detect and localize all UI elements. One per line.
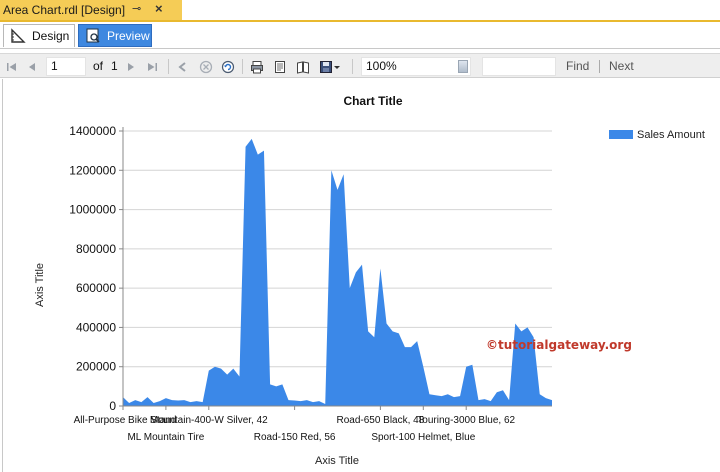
y-tick-label: 1400000 (69, 124, 116, 138)
zoom-value: 100% (366, 59, 397, 73)
document-tab-strip: Area Chart.rdl [Design] ⊸ × (0, 0, 720, 22)
y-axis-title: Axis Title (34, 263, 46, 307)
toolbar-separator (242, 59, 243, 74)
x-tick-label: Mountain-400-W Silver, 42 (150, 415, 268, 426)
y-tick-label: 1000000 (69, 203, 116, 217)
y-tick-label: 600000 (76, 281, 116, 295)
document-tab[interactable]: Area Chart.rdl [Design] ⊸ × (0, 0, 182, 20)
find-next-separator (599, 60, 600, 73)
design-ruler-icon (10, 28, 26, 44)
print-layout-icon[interactable] (272, 58, 288, 75)
chart-series-area (123, 138, 552, 407)
find-button[interactable]: Find (566, 59, 590, 73)
next-button[interactable]: Next (609, 59, 634, 73)
x-tick-label: Road-650 Black, 48 (336, 415, 424, 426)
y-tick-label: 800000 (76, 242, 116, 256)
total-pages: 1 (111, 59, 118, 73)
print-icon[interactable] (249, 58, 265, 75)
tab-preview-label: Preview (107, 28, 150, 43)
zoom-select[interactable]: 100% (361, 57, 471, 76)
first-page-icon[interactable] (5, 58, 19, 75)
page-setup-icon[interactable] (295, 58, 311, 75)
y-tick-label: 200000 (76, 360, 116, 374)
legend-swatch (609, 130, 633, 139)
stop-icon[interactable] (199, 58, 213, 75)
tab-design[interactable]: Design (3, 24, 75, 47)
x-tick-label: Sport-100 Helmet, Blue (371, 432, 475, 443)
document-tab-title: Area Chart.rdl [Design] (3, 3, 126, 17)
x-axis-ticks: All-Purpose Bike Stand ML Mountain Tire Mo… (74, 406, 516, 443)
chevron-down-icon[interactable] (458, 60, 468, 73)
chart-title: Chart Title (343, 94, 402, 108)
x-tick-label: ML Mountain Tire (127, 432, 204, 443)
toolbar-separator (352, 59, 353, 74)
next-page-icon[interactable] (124, 58, 138, 75)
preview-icon (85, 28, 101, 44)
x-tick-label: Road-150 Red, 56 (254, 432, 336, 443)
tab-preview[interactable]: Preview (78, 24, 152, 47)
export-icon[interactable] (318, 58, 342, 75)
last-page-icon[interactable] (145, 58, 159, 75)
x-tick-label: All-Purpose Bike Stand (74, 415, 177, 426)
current-page-input[interactable]: 1 (46, 57, 86, 76)
close-icon[interactable]: × (155, 1, 163, 16)
tab-design-label: Design (32, 29, 70, 43)
legend-entry-sales-amount: Sales Amount (637, 129, 705, 141)
back-icon[interactable] (176, 58, 190, 75)
series-area-sales-amount (123, 138, 552, 407)
of-label: of (93, 59, 104, 73)
pin-icon[interactable]: ⊸ (132, 3, 142, 15)
y-tick-label: 1200000 (69, 163, 116, 177)
previous-page-icon[interactable] (25, 58, 39, 75)
report-canvas: Chart Title 0 200000 400000 600000 800000 100… (2, 79, 720, 472)
area-chart: Chart Title 0 200000 400000 600000 800000 100… (34, 94, 705, 467)
chart-axes (122, 127, 552, 407)
find-input[interactable] (482, 57, 556, 76)
refresh-icon[interactable] (221, 58, 235, 75)
y-tick-label: 0 (109, 399, 116, 413)
view-tabs: Design Preview (0, 22, 720, 49)
report-toolbar: 1 of 1 100% Find Next (0, 53, 720, 78)
x-axis-title: Axis Title (315, 455, 359, 467)
watermark: ©tutorialgateway.org (486, 338, 632, 352)
x-tick-label: Touring-3000 Blue, 62 (417, 415, 515, 426)
chart-legend: Sales Amount (609, 129, 705, 141)
y-axis-ticks: 0 200000 400000 600000 800000 1000000 1200000 1… (69, 124, 123, 413)
toolbar-separator (168, 59, 169, 74)
y-tick-label: 400000 (76, 320, 116, 334)
